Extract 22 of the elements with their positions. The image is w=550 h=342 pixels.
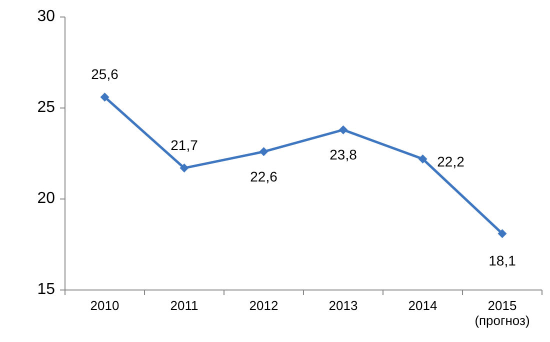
x-tick-label: 2011	[170, 298, 198, 313]
x-tick-label: 2013	[328, 298, 358, 313]
data-label: 18,1	[488, 252, 516, 268]
point	[338, 125, 348, 134]
y-tick-label: 15	[37, 281, 56, 298]
x-tick-label: 2014	[408, 298, 438, 313]
y-tick-label: 30	[37, 8, 56, 26]
x-tick-label: 2015 (прогноз)	[474, 298, 530, 328]
point	[100, 92, 110, 102]
data-label: 22,2	[437, 154, 465, 170]
point	[259, 147, 268, 156]
data-label: 21,7	[170, 136, 198, 153]
x-tick-label: 2010	[90, 298, 120, 313]
point	[498, 229, 507, 238]
point	[418, 154, 428, 164]
point	[180, 164, 189, 173]
y-tick-label: 20	[37, 190, 56, 208]
data-label: 23,8	[330, 146, 358, 163]
y-tick-label: 25	[37, 99, 56, 116]
data-label: 25,6	[91, 66, 119, 82]
x-tick-label: 2012	[249, 298, 278, 313]
data-label: 22,6	[250, 168, 278, 184]
